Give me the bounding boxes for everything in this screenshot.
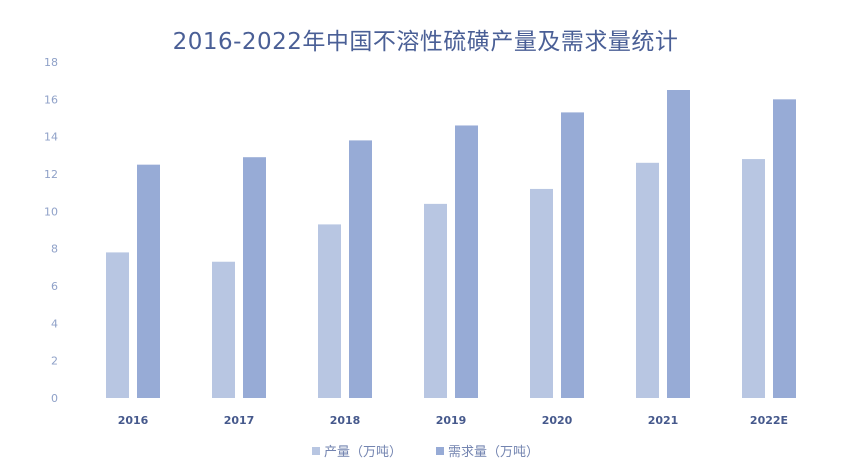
y-tick-label: 4 bbox=[51, 317, 58, 330]
bar-production bbox=[106, 252, 129, 398]
bar-production bbox=[318, 224, 341, 398]
bar-demand bbox=[561, 112, 584, 399]
y-tick-label: 0 bbox=[51, 392, 58, 405]
bar-demand bbox=[349, 140, 372, 398]
y-tick-label: 10 bbox=[44, 205, 58, 218]
bar-demand bbox=[137, 164, 160, 398]
y-tick-label: 8 bbox=[51, 243, 58, 256]
legend: 产量（万吨） 需求量（万吨） bbox=[0, 441, 851, 460]
x-tick-label: 2019 bbox=[436, 414, 467, 427]
x-tick-label: 2016 bbox=[118, 414, 149, 427]
x-tick-label: 2017 bbox=[224, 414, 255, 427]
y-tick-label: 12 bbox=[44, 168, 58, 181]
legend-label-production: 产量（万吨） bbox=[323, 445, 402, 460]
legend-label-demand: 需求量（万吨） bbox=[448, 445, 540, 460]
bar-production bbox=[530, 188, 553, 398]
bar-production bbox=[212, 261, 235, 398]
y-tick-label: 2 bbox=[51, 355, 58, 368]
bar-demand bbox=[773, 99, 796, 398]
bar-production bbox=[742, 159, 765, 398]
bar-demand bbox=[667, 90, 690, 398]
x-tick-label: 2022E bbox=[750, 414, 788, 427]
y-tick-label: 14 bbox=[44, 131, 58, 144]
y-tick-label: 18 bbox=[44, 56, 58, 69]
chart-title: 2016-2022年中国不溶性硫磺产量及需求量统计 bbox=[172, 29, 679, 55]
bar-demand bbox=[455, 125, 478, 398]
bar-production bbox=[636, 162, 659, 398]
bar-production bbox=[424, 203, 447, 398]
legend-item-demand: 需求量（万吨） bbox=[436, 441, 539, 460]
y-tick-label: 6 bbox=[51, 280, 58, 293]
x-tick-label: 2021 bbox=[648, 414, 679, 427]
bar-demand bbox=[243, 157, 266, 398]
x-tick-label: 2020 bbox=[542, 414, 573, 427]
legend-swatch-demand bbox=[436, 446, 444, 455]
x-tick-label: 2018 bbox=[330, 414, 361, 427]
legend-item-production: 产量（万吨） bbox=[311, 441, 402, 460]
y-tick-label: 16 bbox=[44, 93, 58, 106]
legend-swatch-production bbox=[311, 446, 320, 455]
